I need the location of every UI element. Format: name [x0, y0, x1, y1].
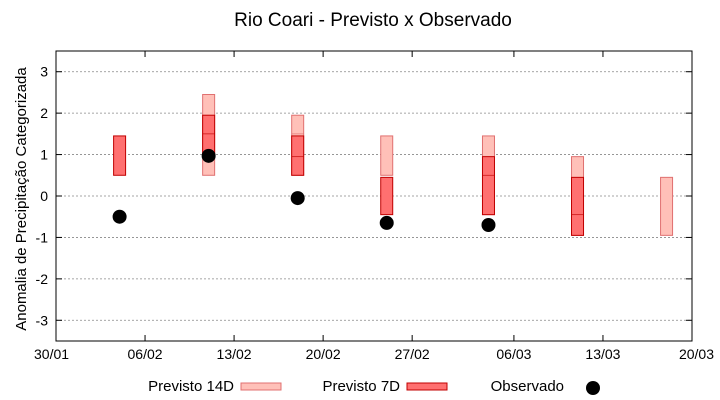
x-tick-label: 20/03 — [679, 346, 714, 362]
axis-ticks: -3 -2 -1 0 1 2 3 30/01 06/02 13/02 20/02 27/02 06/03… — [34, 51, 714, 362]
x-tick-label: 27/02 — [395, 346, 430, 362]
range-bar — [380, 135, 394, 176]
y-tick-label: -1 — [36, 229, 49, 245]
range-bar — [380, 176, 394, 216]
y-tick-label: 1 — [40, 147, 48, 163]
y-tick-label: 0 — [40, 188, 48, 204]
legend-label: Previsto 7D — [322, 378, 400, 395]
legend-label: Previsto 14D — [148, 378, 234, 395]
range-bar — [113, 135, 127, 176]
legend: Previsto 14D Previsto 7D Observado — [148, 378, 600, 395]
legend-swatch — [406, 382, 448, 391]
observed-point — [290, 191, 305, 206]
series-observado — [112, 148, 496, 232]
y-tick-label: -2 — [36, 271, 49, 287]
range-bar — [481, 156, 495, 216]
series-previsto-14d — [202, 94, 674, 236]
x-tick-label: 06/03 — [496, 346, 531, 362]
range-bar — [660, 176, 674, 236]
range-bar — [291, 135, 305, 176]
chart-title: Rio Coari - Previsto x Observado — [234, 10, 512, 31]
legend-swatch — [240, 382, 282, 391]
observed-point — [481, 218, 496, 232]
y-tick-label: 3 — [40, 64, 48, 80]
observed-point — [112, 209, 127, 224]
series-previsto-7d — [113, 114, 585, 236]
legend-label: Observado — [491, 378, 564, 395]
observed-point — [201, 148, 216, 163]
x-tick-label: 06/02 — [128, 346, 163, 362]
range-bar — [571, 176, 585, 236]
x-tick-label: 30/01 — [34, 346, 69, 362]
y-tick-label: 2 — [40, 105, 48, 121]
observed-point — [379, 215, 394, 230]
x-tick-label: 13/02 — [217, 346, 252, 362]
gridlines — [56, 71, 692, 321]
x-tick-label: 13/03 — [585, 346, 620, 362]
legend-marker — [586, 381, 600, 395]
y-tick-label: -3 — [36, 312, 49, 328]
x-tick-label: 20/02 — [306, 346, 341, 362]
y-axis-label: Anomalia de Precipitação Categorizada — [13, 67, 30, 331]
